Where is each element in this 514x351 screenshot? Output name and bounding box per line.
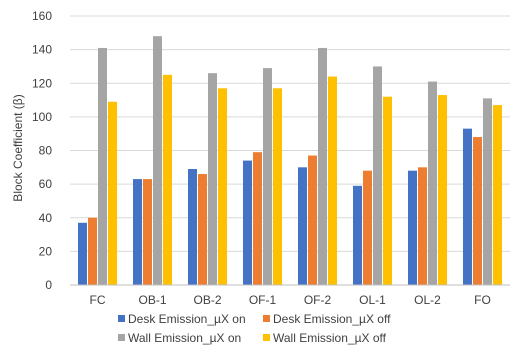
bar-ob-1-series-4: [163, 74, 172, 285]
y-tick-label: 40: [39, 211, 53, 225]
x-tick-label: OF-2: [304, 293, 332, 307]
x-tick-label: OB-2: [193, 293, 221, 307]
bar-fo-series-3: [483, 98, 492, 285]
legend-swatch: [263, 334, 270, 341]
bar-ol-1-series-1: [353, 185, 362, 285]
bar-ob-1-series-2: [143, 179, 152, 285]
bar-ob-2-series-3: [208, 73, 217, 285]
bar-fo-series-2: [473, 137, 482, 285]
legend-item: Wall Emission_µX on: [118, 331, 241, 345]
legend-item: Wall Emission_µX off: [263, 331, 387, 345]
bar-ol-1-series-4: [383, 96, 392, 285]
x-tick-label: OL-1: [359, 293, 386, 307]
bar-ol-1-series-3: [373, 66, 382, 285]
bar-ol-2-series-3: [428, 81, 437, 285]
bar-of-1-series-1: [243, 160, 252, 285]
y-tick-label: 80: [39, 144, 53, 158]
x-tick-label: OL-2: [414, 293, 441, 307]
x-tick-label: OB-1: [138, 293, 166, 307]
bar-ob-2-series-2: [198, 174, 207, 285]
legend-label: Wall Emission_µX off: [273, 331, 387, 345]
bar-of-1-series-4: [273, 88, 282, 285]
bar-ol-2-series-4: [438, 95, 447, 285]
bar-fc-series-3: [98, 47, 107, 285]
bar-ol-2-series-1: [408, 170, 417, 285]
x-axis-tick-labels: FC OB-1 OB-2 OF-1 OF-2 OL-1 OL-2 FO: [90, 293, 491, 307]
legend-swatch: [118, 334, 125, 341]
bar-of-2-series-2: [308, 155, 317, 285]
bar-of-1-series-3: [263, 68, 272, 286]
y-tick-label: 140: [32, 43, 52, 57]
legend-swatch: [118, 315, 125, 322]
y-tick-label: 100: [32, 110, 52, 124]
y-tick-label: 20: [39, 244, 53, 258]
y-axis-tick-labels: 0 20 40 60 80 100 120 140 160: [32, 9, 52, 292]
x-tick-label: OF-1: [249, 293, 277, 307]
bar-of-2-series-1: [298, 167, 307, 285]
y-axis-label: Block Coefficient (β): [11, 94, 25, 201]
bar-ob-1-series-3: [153, 36, 162, 285]
bar-fc-series-1: [78, 222, 87, 285]
bars: [78, 36, 502, 286]
legend-item: Desk Emission_µX on: [118, 312, 246, 326]
bar-of-1-series-2: [253, 152, 262, 285]
y-tick-label: 160: [32, 9, 52, 23]
x-tick-label: FO: [474, 293, 491, 307]
bar-fo-series-4: [493, 105, 502, 285]
bar-of-2-series-3: [318, 47, 327, 285]
legend-label: Wall Emission_µX on: [128, 331, 241, 345]
legend-label: Desk Emission_µX on: [128, 312, 246, 326]
legend-item: Desk Emission_µX off: [263, 312, 391, 326]
bar-fc-series-4: [108, 101, 117, 286]
legend-label: Desk Emission_µX off: [273, 312, 391, 326]
bar-ob-1-series-1: [133, 179, 142, 285]
bar-ol-1-series-2: [363, 170, 372, 285]
bar-ob-2-series-4: [218, 88, 227, 285]
bar-of-2-series-4: [328, 76, 337, 286]
legend-swatch: [263, 315, 270, 322]
y-tick-label: 60: [39, 177, 53, 191]
bar-fo-series-1: [463, 128, 472, 285]
y-tick-label: 0: [45, 278, 52, 292]
bar-ob-2-series-1: [188, 168, 197, 285]
y-tick-label: 120: [32, 76, 52, 90]
x-tick-label: FC: [90, 293, 106, 307]
bar-ol-2-series-2: [418, 167, 427, 285]
legend: Desk Emission_µX on Desk Emission_µX off W…: [118, 312, 391, 345]
bar-fc-series-2: [88, 217, 97, 285]
